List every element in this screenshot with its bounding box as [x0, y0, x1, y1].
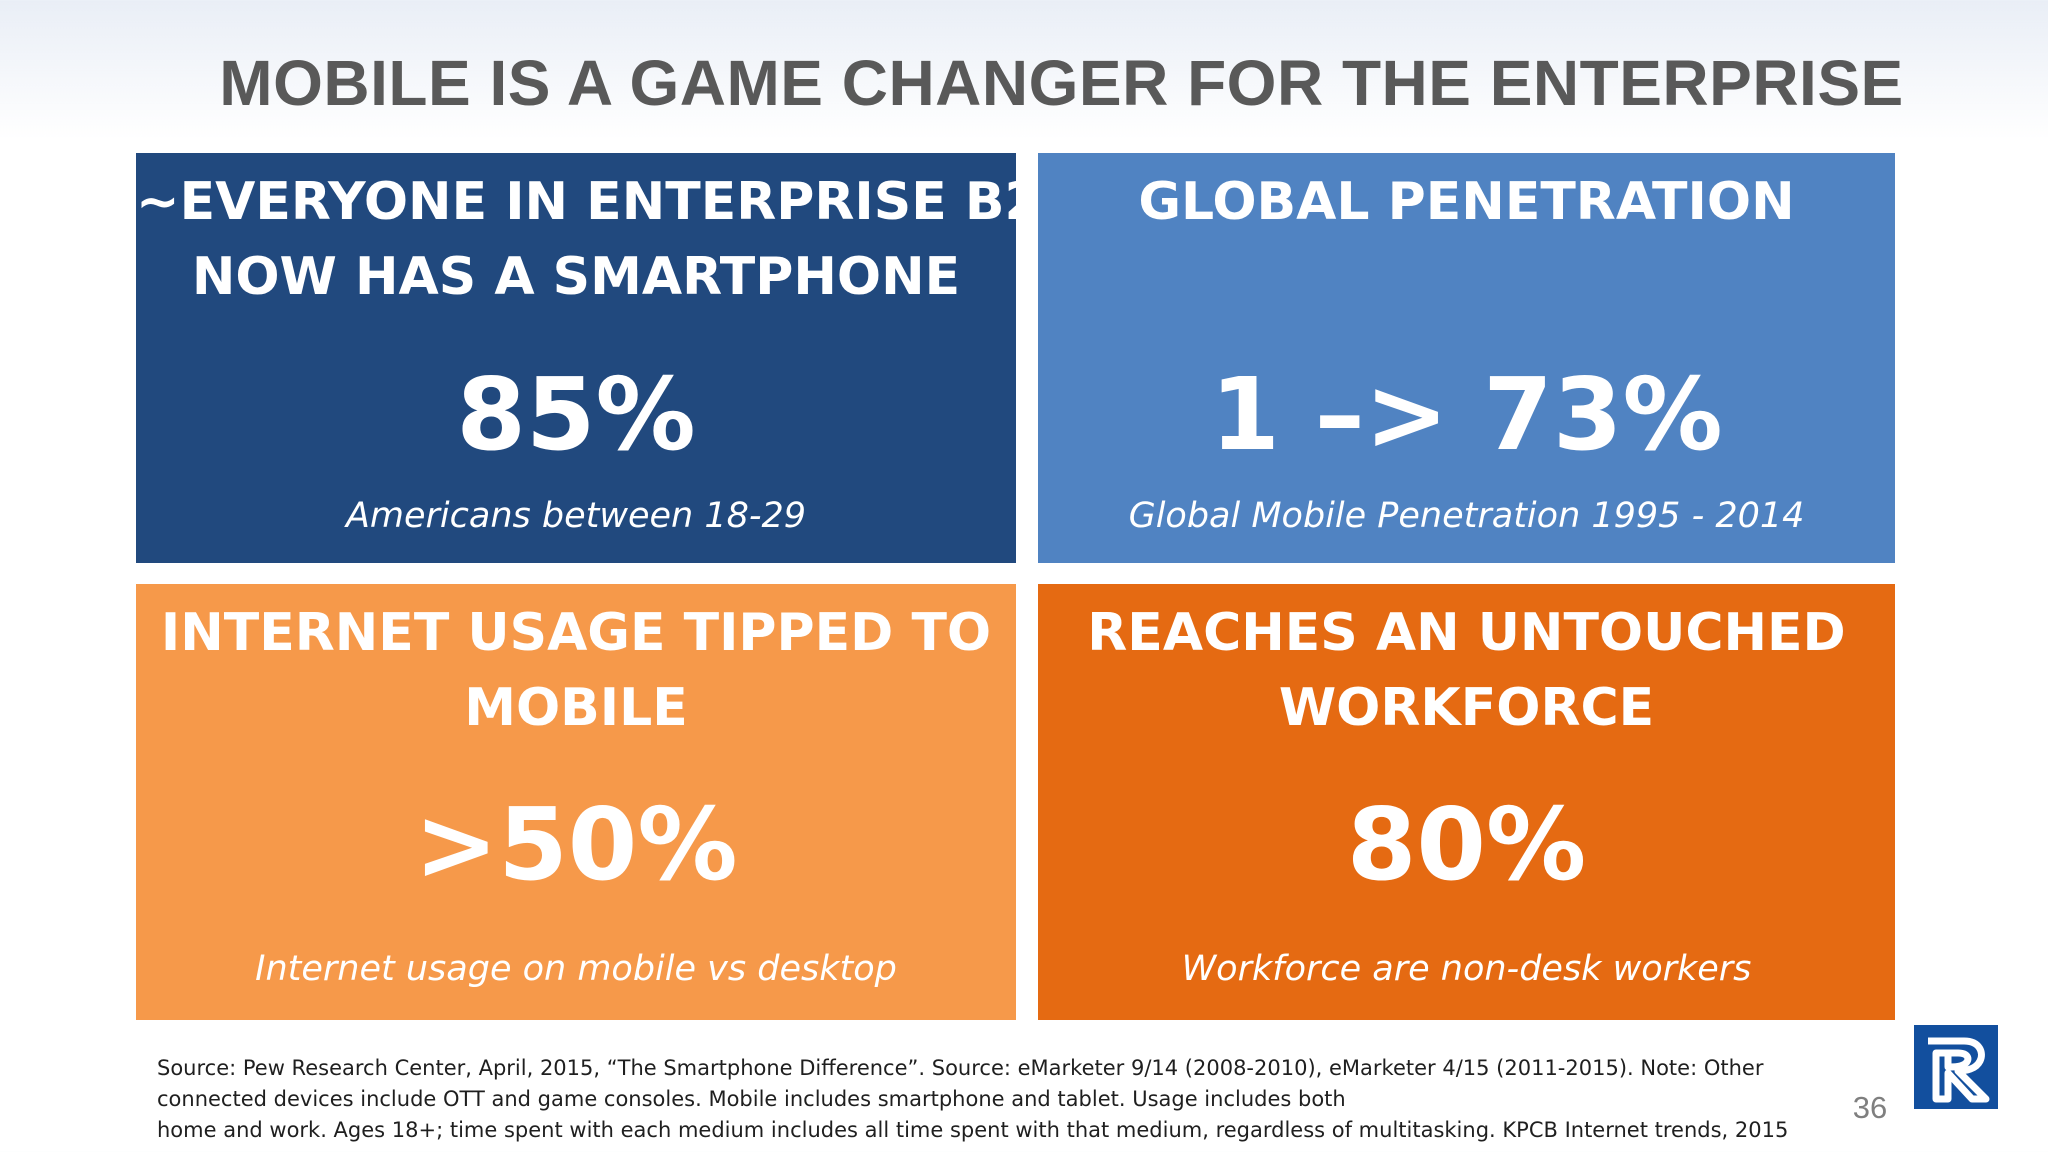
- tile-caption: Americans between 18-29: [345, 496, 807, 536]
- tile-heading-line: MOBILE: [464, 678, 688, 738]
- stat-tile-global-penetration: GLOBAL PENETRATION 1 –> 73% Global Mobil…: [1038, 153, 1895, 563]
- tile-heading-line: ~EVERYONE IN ENTERPRISE B2B: [136, 172, 1081, 232]
- slide-title: MOBILE IS A GAME CHANGER FOR THE ENTERPR…: [219, 47, 1904, 119]
- source-footnote: Source: Pew Research Center, April, 2015…: [157, 1053, 1789, 1146]
- page-number: 36: [1852, 1090, 1888, 1125]
- stat-tile-untouched-workforce: REACHES AN UNTOUCHED WORKFORCE 80% Workf…: [1038, 584, 1895, 1020]
- source-line: home and work. Ages 18+; time spent with…: [157, 1118, 1789, 1142]
- logo-mark-icon: [1914, 1025, 1998, 1109]
- company-logo-icon: [1914, 1025, 1998, 1109]
- tile-value: >50%: [414, 786, 738, 903]
- source-line: connected devices include OTT and game c…: [157, 1087, 1346, 1111]
- tile-value: 80%: [1346, 786, 1587, 903]
- source-line: Source: Pew Research Center, April, 2015…: [157, 1056, 1764, 1080]
- stat-tile-internet-usage: INTERNET USAGE TIPPED TO MOBILE >50% Int…: [136, 584, 1016, 1020]
- tile-caption: Internet usage on mobile vs desktop: [255, 949, 897, 989]
- tile-heading-line: WORKFORCE: [1278, 678, 1655, 738]
- tile-heading-line: INTERNET USAGE TIPPED TO: [160, 603, 992, 663]
- stat-tile-smartphone-ownership: ~EVERYONE IN ENTERPRISE B2B NOW HAS A SM…: [136, 153, 1081, 563]
- tile-value: 85%: [456, 356, 696, 473]
- tile-heading-line: GLOBAL PENETRATION: [1138, 172, 1795, 232]
- tile-heading-line: REACHES AN UNTOUCHED: [1087, 603, 1846, 663]
- tile-heading-line: NOW HAS A SMARTPHONE: [191, 247, 961, 307]
- tile-value: 1 –> 73%: [1210, 356, 1723, 473]
- tile-caption: Global Mobile Penetration 1995 - 2014: [1128, 496, 1805, 536]
- tile-caption: Workforce are non-desk workers: [1181, 949, 1752, 989]
